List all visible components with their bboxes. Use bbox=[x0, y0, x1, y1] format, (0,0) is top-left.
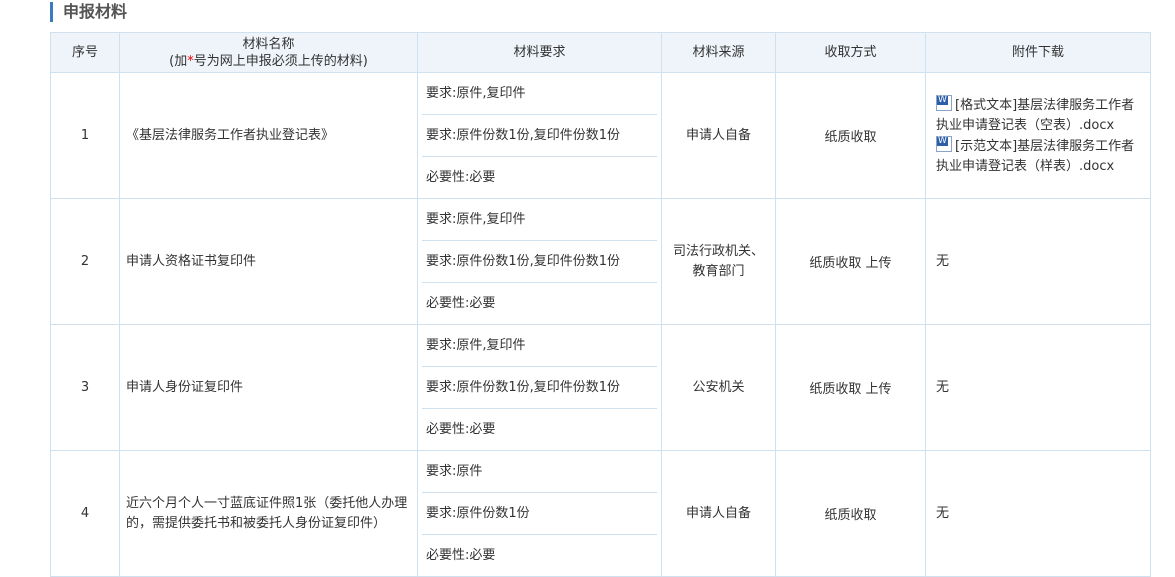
material-source: 申请人自备 bbox=[661, 450, 776, 577]
header-index: 序号 bbox=[50, 32, 120, 73]
row-index: 3 bbox=[50, 324, 120, 451]
requirements-cell: 要求:原件,复印件 要求:原件份数1份,复印件份数1份必要性:必要 bbox=[417, 72, 662, 199]
attachments-cell: [格式文本]基层法律服务工作者执业申请登记表（空表）.docx [示范文本]基层法… bbox=[925, 72, 1151, 199]
materials-table: 序号 材料名称 (加*号为网上申报必须上传的材料) 材料要求 材料来源 收取方式 … bbox=[50, 32, 1151, 577]
requirement-item: 要求:原件,复印件 bbox=[422, 199, 657, 241]
requirements-cell: 要求:原件 要求:原件份数1份必要性:必要 bbox=[417, 450, 662, 577]
required-star: * bbox=[187, 53, 194, 69]
attachments-cell: 无 bbox=[925, 450, 1151, 577]
requirement-item: 要求:原件份数1份,复印件份数1份 bbox=[422, 241, 657, 283]
header-attachments: 附件下载 bbox=[925, 32, 1151, 73]
material-name: 《基层法律服务工作者执业登记表》 bbox=[119, 72, 418, 199]
requirement-item: 必要性:必要 bbox=[426, 170, 496, 185]
attachments-cell: 无 bbox=[925, 198, 1151, 325]
header-source: 材料来源 bbox=[661, 32, 776, 73]
row-index: 4 bbox=[50, 450, 120, 577]
word-doc-icon bbox=[936, 135, 952, 152]
requirement-item: 要求:原件,复印件 bbox=[422, 73, 657, 115]
material-source: 申请人自备 bbox=[661, 72, 776, 199]
requirement-item: 必要性:必要 bbox=[426, 296, 496, 311]
requirement-item: 必要性:必要 bbox=[426, 422, 496, 437]
material-name: 近六个月个人一寸蓝底证件照1张（委托他人办理的，需提供委托书和被委托人身份证复印… bbox=[119, 450, 418, 577]
row-index: 1 bbox=[50, 72, 120, 199]
table-row: 2 申请人资格证书复印件 要求:原件,复印件 要求:原件份数1份,复印件份数1份必… bbox=[50, 198, 1151, 325]
requirement-item: 要求:原件份数1份,复印件份数1份 bbox=[422, 367, 657, 409]
requirements-cell: 要求:原件,复印件 要求:原件份数1份,复印件份数1份必要性:必要 bbox=[417, 324, 662, 451]
collection-method: 纸质收取 上传 bbox=[775, 198, 926, 325]
material-source: 司法行政机关、教育部门 bbox=[661, 198, 776, 325]
section-title: 申报材料 bbox=[50, 2, 127, 22]
material-name: 申请人身份证复印件 bbox=[119, 324, 418, 451]
attachment-link[interactable]: [示范文本]基层法律服务工作者执业申请登记表（样表）.docx bbox=[936, 138, 1135, 174]
table-row: 3 申请人身份证复印件 要求:原件,复印件 要求:原件份数1份,复印件份数1份必要… bbox=[50, 324, 1151, 451]
requirement-item: 要求:原件份数1份 bbox=[422, 493, 657, 535]
collection-method: 纸质收取 bbox=[775, 72, 926, 199]
row-index: 2 bbox=[50, 198, 120, 325]
header-method: 收取方式 bbox=[775, 32, 926, 73]
attachment-link[interactable]: [格式文本]基层法律服务工作者执业申请登记表（空表）.docx bbox=[936, 97, 1135, 133]
no-attachment: 无 bbox=[936, 505, 950, 521]
collection-method: 纸质收取 上传 bbox=[775, 324, 926, 451]
requirement-item: 要求:原件,复印件 bbox=[422, 325, 657, 367]
header-requirements: 材料要求 bbox=[417, 32, 662, 73]
requirement-item: 要求:原件 bbox=[422, 451, 657, 493]
header-name: 材料名称 (加*号为网上申报必须上传的材料) bbox=[119, 32, 418, 73]
collection-method: 纸质收取 bbox=[775, 450, 926, 577]
material-source: 公安机关 bbox=[661, 324, 776, 451]
requirements-cell: 要求:原件,复印件 要求:原件份数1份,复印件份数1份必要性:必要 bbox=[417, 198, 662, 325]
attachments-cell: 无 bbox=[925, 324, 1151, 451]
table-row: 4 近六个月个人一寸蓝底证件照1张（委托他人办理的，需提供委托书和被委托人身份证… bbox=[50, 450, 1151, 577]
table-header: 序号 材料名称 (加*号为网上申报必须上传的材料) 材料要求 材料来源 收取方式 … bbox=[50, 32, 1151, 73]
word-doc-icon bbox=[936, 94, 952, 111]
material-name: 申请人资格证书复印件 bbox=[119, 198, 418, 325]
no-attachment: 无 bbox=[936, 253, 950, 269]
table-row: 1 《基层法律服务工作者执业登记表》 要求:原件,复印件 要求:原件份数1份,复印… bbox=[50, 72, 1151, 199]
requirement-item: 要求:原件份数1份,复印件份数1份 bbox=[422, 115, 657, 157]
no-attachment: 无 bbox=[936, 379, 950, 395]
requirement-item: 必要性:必要 bbox=[426, 548, 496, 563]
